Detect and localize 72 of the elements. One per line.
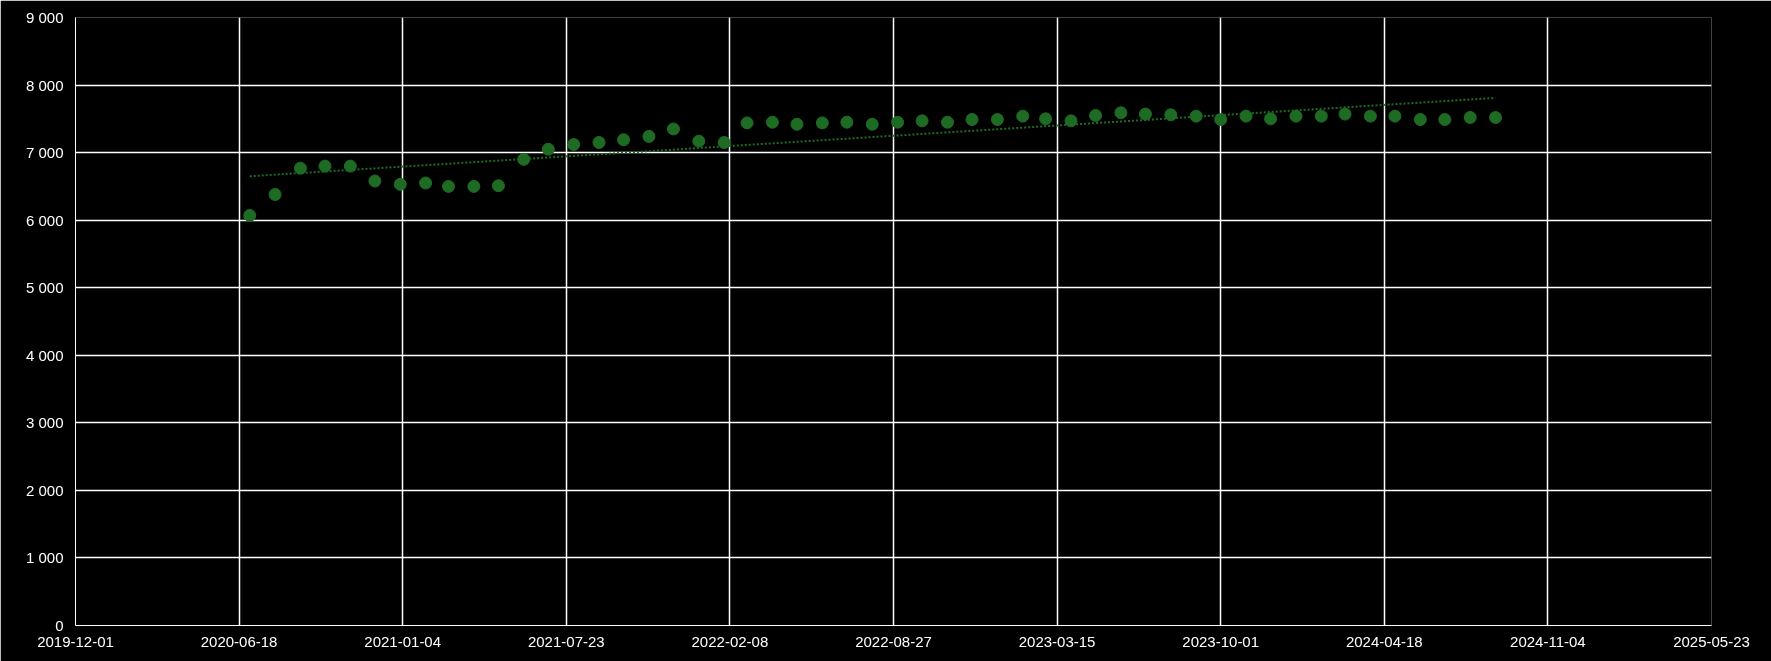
- y-tick-label: 4 000: [25, 346, 64, 364]
- point: [293, 161, 307, 175]
- point: [1314, 109, 1328, 123]
- point: [1138, 107, 1152, 121]
- point: [318, 159, 332, 173]
- point: [1463, 110, 1477, 124]
- point: [243, 208, 257, 222]
- point: [840, 115, 854, 129]
- point: [891, 115, 905, 129]
- point: [666, 122, 680, 136]
- point: [1338, 107, 1352, 121]
- x-tick-label: 2022-02-08: [691, 632, 769, 650]
- point: [343, 159, 357, 173]
- point: [617, 133, 631, 147]
- point: [1289, 109, 1303, 123]
- point: [740, 116, 754, 130]
- point: [541, 142, 555, 156]
- point: [1388, 109, 1402, 123]
- point: [940, 115, 954, 129]
- point: [865, 117, 879, 131]
- point: [815, 116, 829, 130]
- point: [467, 179, 481, 193]
- y-tick-label: 7 000: [25, 144, 64, 162]
- x-tick-label: 2019-12-01: [37, 632, 114, 650]
- point: [642, 129, 656, 143]
- point: [990, 113, 1004, 126]
- point: [1089, 108, 1103, 122]
- y-tick-label: 8 000: [25, 76, 64, 94]
- y-tick-label: 0: [55, 617, 64, 634]
- y-tick-label: 3 000: [25, 414, 64, 432]
- x-tick-label: 2023-10-01: [1182, 632, 1260, 650]
- y-tick-label: 9 000: [25, 9, 64, 26]
- point: [393, 177, 407, 191]
- point: [592, 135, 606, 149]
- point: [442, 179, 456, 193]
- y-tick-label: 2 000: [25, 481, 64, 499]
- point: [491, 179, 505, 193]
- point: [419, 176, 433, 190]
- x-tick-label: 2021-01-04: [364, 632, 442, 650]
- x-tick-label: 2020-06-18: [200, 632, 278, 650]
- point: [692, 134, 706, 148]
- x-tick-label: 2024-04-18: [1345, 632, 1423, 650]
- y-tick-label: 6 000: [25, 211, 64, 229]
- point: [1114, 106, 1128, 120]
- x-tick-label: 2024-11-04: [1510, 632, 1586, 650]
- y-tick-label: 5 000: [25, 279, 64, 297]
- point: [1164, 108, 1178, 122]
- point: [1363, 109, 1377, 123]
- point: [765, 115, 779, 129]
- point: [567, 138, 581, 151]
- point: [1264, 112, 1278, 126]
- x-tick-label: 2023-03-15: [1018, 632, 1096, 650]
- point: [965, 113, 979, 126]
- point: [1214, 113, 1228, 126]
- point: [1438, 113, 1452, 126]
- point: [1039, 112, 1053, 126]
- point: [790, 117, 804, 131]
- x-tick-label: 2022-08-27: [855, 632, 932, 650]
- point: [1489, 110, 1503, 124]
- point: [1016, 109, 1030, 123]
- point: [517, 152, 531, 166]
- point: [915, 114, 929, 128]
- point: [368, 174, 382, 188]
- point: [1189, 109, 1203, 123]
- point: [1239, 109, 1253, 123]
- point: [268, 188, 282, 201]
- point: [1064, 114, 1078, 128]
- y-tick-label: 1 000: [25, 549, 64, 567]
- point: [1413, 113, 1427, 126]
- x-tick-label: 2025-05-23: [1673, 632, 1750, 650]
- x-tick-label: 2021-07-23: [527, 632, 605, 650]
- point: [717, 135, 731, 149]
